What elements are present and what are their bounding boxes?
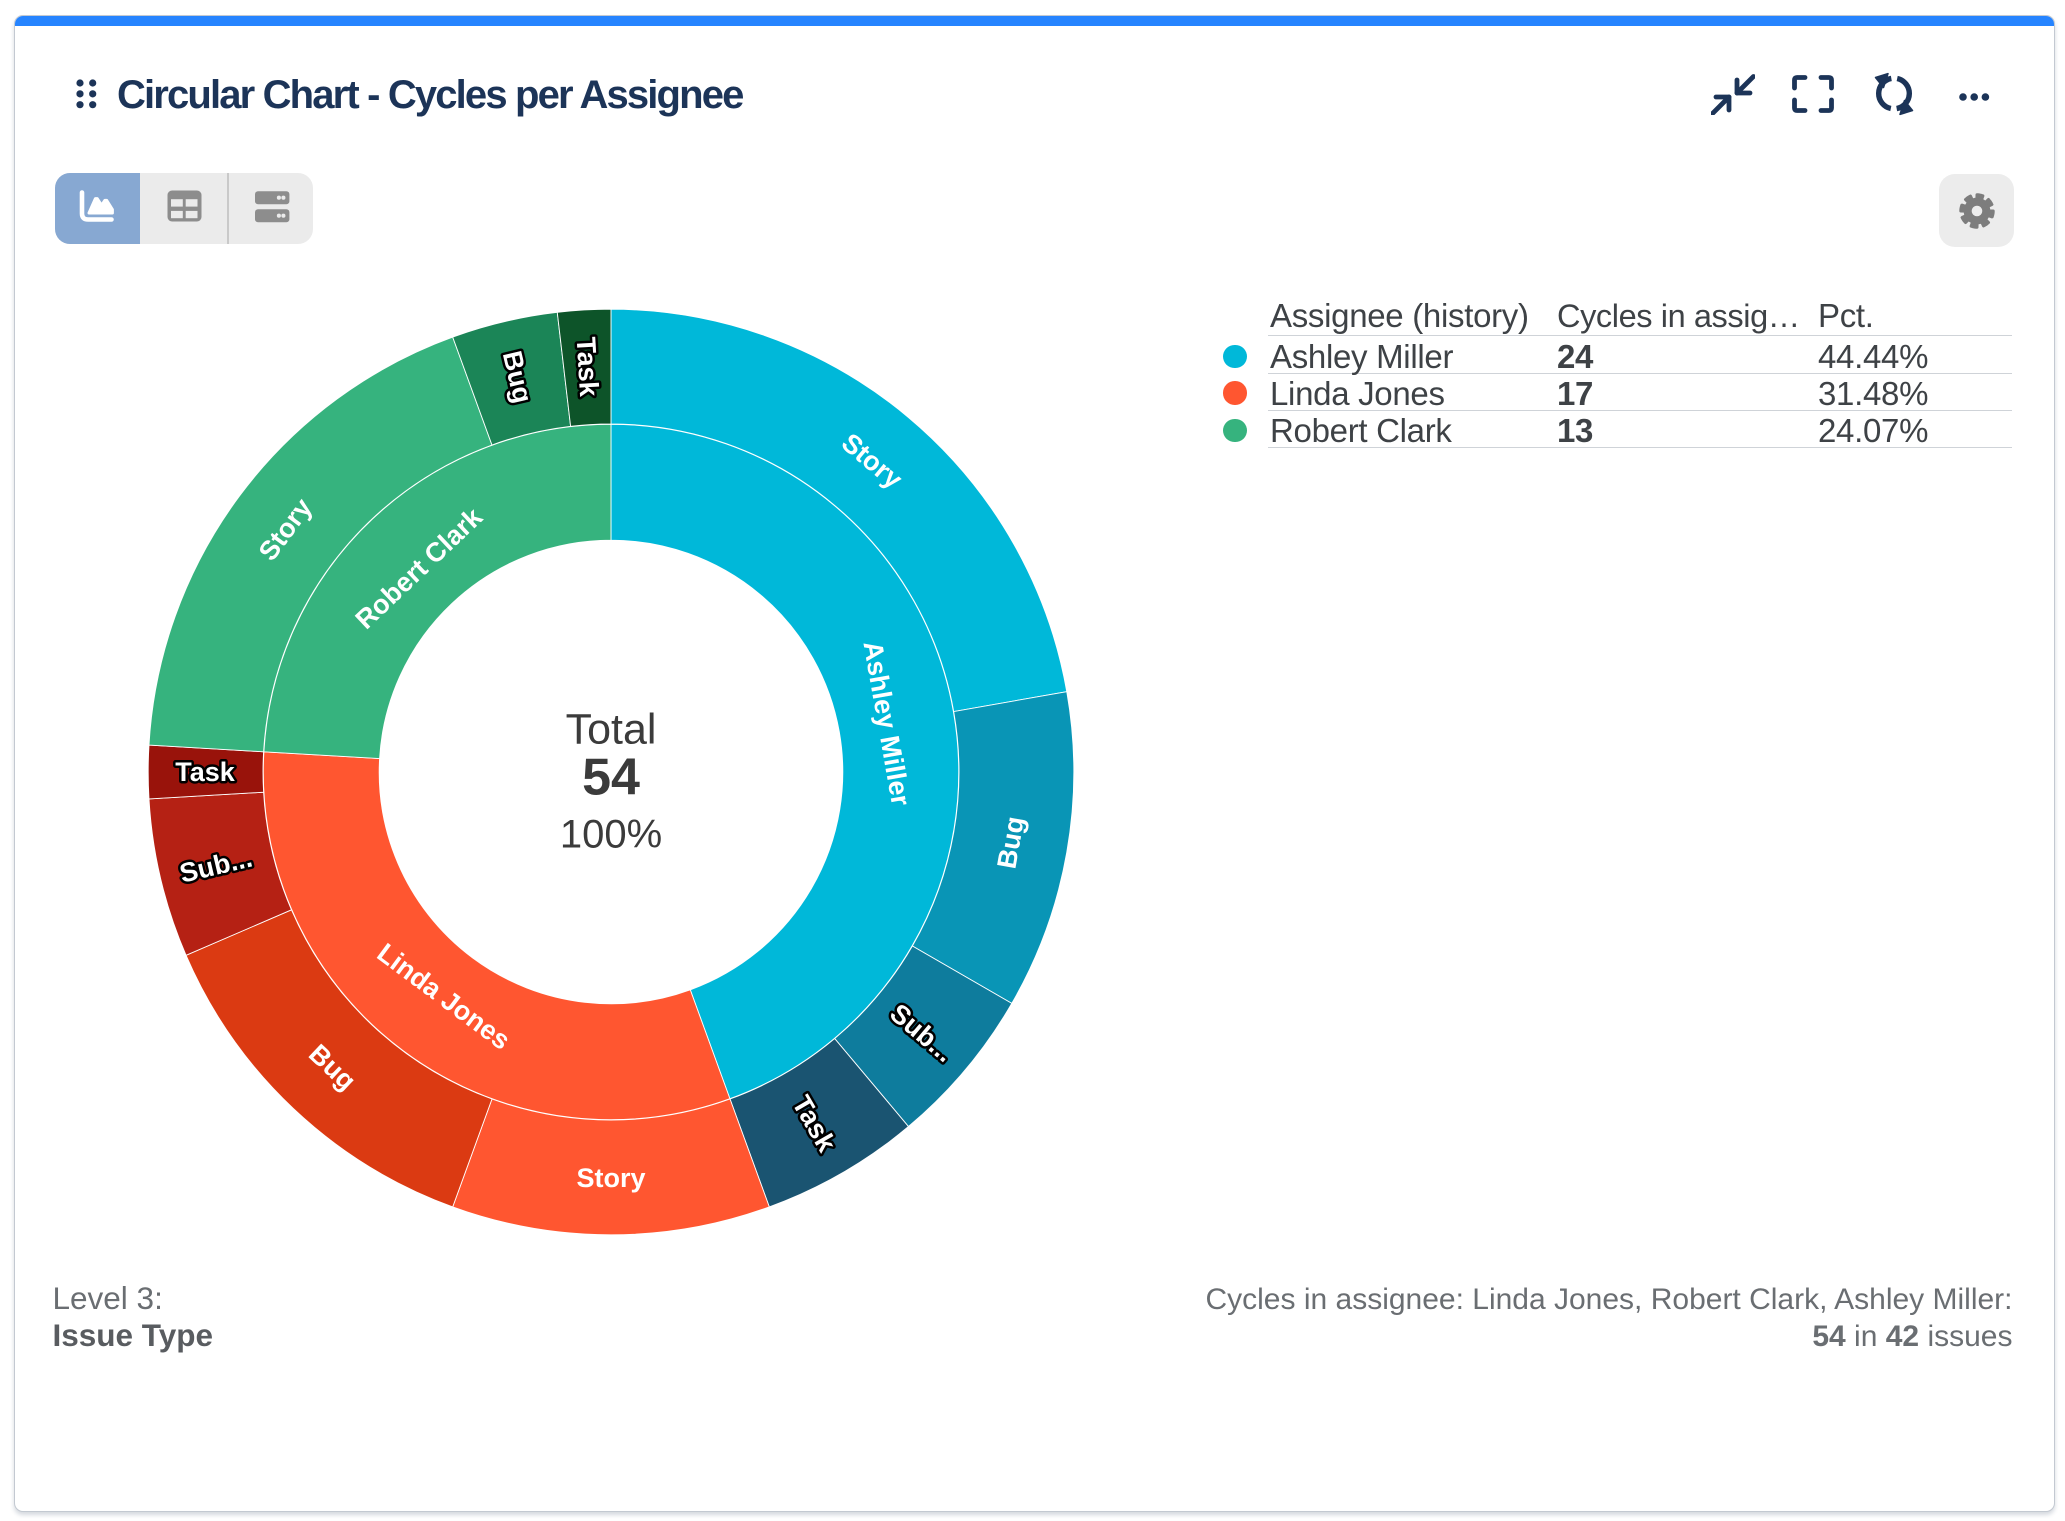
svg-text:Task: Task: [571, 336, 604, 398]
svg-text:54: 54: [582, 749, 640, 807]
svg-text:Task: Task: [175, 757, 236, 787]
svg-text:Total: Total: [566, 706, 657, 754]
svg-text:Story: Story: [576, 1163, 645, 1193]
svg-text:100%: 100%: [560, 813, 662, 857]
